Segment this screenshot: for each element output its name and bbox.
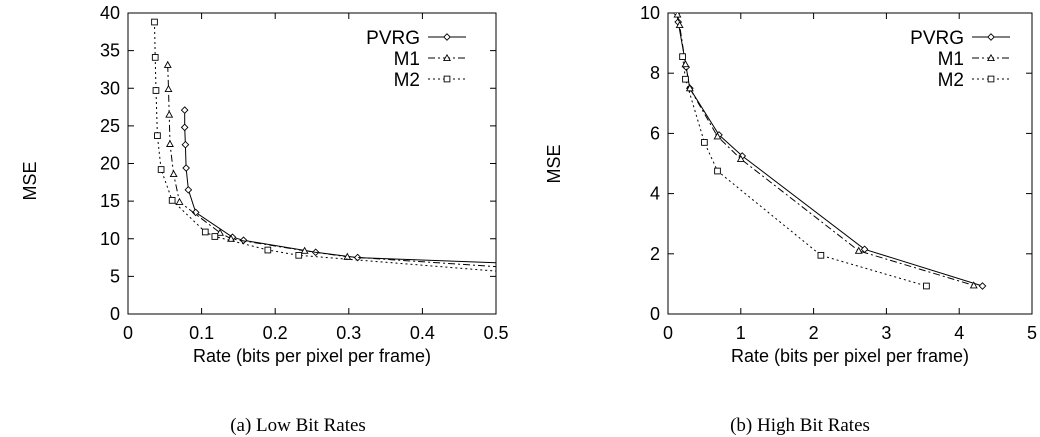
- plot-area: [151, 18, 496, 272]
- series-line-m1: [677, 14, 974, 286]
- legend-marker-m2: [443, 75, 451, 83]
- data-point-m1: [736, 154, 745, 162]
- data-point-m1: [300, 246, 309, 254]
- x-tick-label: 5: [1027, 323, 1037, 343]
- x-tick-label: 3: [881, 323, 891, 343]
- y-tick-label: 6: [650, 123, 660, 143]
- data-point-m1: [216, 228, 224, 236]
- y-axis-label: MSE: [544, 144, 564, 183]
- data-point-m2: [154, 132, 161, 139]
- data-point-m1: [163, 60, 172, 68]
- legend-label-m1: M1: [938, 49, 964, 70]
- data-point-m2: [682, 75, 689, 83]
- y-tick-label: 8: [650, 63, 660, 83]
- y-tick-label: 10: [100, 229, 120, 249]
- data-point-m2: [157, 166, 165, 173]
- data-point-pvrg: [191, 208, 200, 217]
- chart-low-bit-rates: 0 0.1 0.2 0.3 0.4 0.5 0 5 10 15 20 25 30 35 40 Rate (bi…: [20, 3, 509, 436]
- x-tick-label: 1: [736, 323, 746, 343]
- data-point-m2: [152, 87, 160, 94]
- y-tick-label: 5: [110, 266, 120, 286]
- chart-high-bit-rates: 0 1 2 3 4 5 0 2 4 6 8 10 Rate (bits per pixel per fr…: [544, 3, 1037, 436]
- legend-label-m2: M2: [938, 70, 964, 91]
- data-point-m1: [673, 13, 682, 18]
- data-point-m1: [175, 197, 184, 205]
- data-point-m2: [817, 251, 825, 259]
- legend-marker-m1: [987, 53, 995, 62]
- x-tick-label: 0.3: [336, 323, 361, 343]
- data-point-m2: [679, 53, 686, 60]
- x-tick-label: 0.1: [189, 323, 214, 343]
- figure-caption: (a) Low Bit Rates: [230, 415, 366, 436]
- data-point-m1: [164, 84, 173, 93]
- x-tick-label: 4: [954, 323, 964, 343]
- data-point-m2: [714, 167, 721, 175]
- x-tick-label: 0.2: [263, 323, 288, 343]
- data-point-m2: [701, 139, 708, 146]
- series-line-pvrg: [676, 13, 983, 287]
- data-point-m2: [264, 246, 272, 254]
- x-axis-label: Rate (bits per pixel per frame): [193, 346, 431, 366]
- data-point-m1: [681, 60, 690, 68]
- y-tick-label: 0: [110, 304, 120, 324]
- data-point-m1: [165, 110, 174, 118]
- data-point-m2: [211, 233, 219, 240]
- x-axis-label: Rate (bits per pixel per frame): [731, 346, 969, 366]
- legend-label-pvrg: PVRG: [366, 28, 420, 49]
- legend-marker-m1: [443, 53, 451, 62]
- y-tick-label: 2: [650, 244, 660, 264]
- x-tick-label: 0: [663, 323, 673, 343]
- data-point-m2: [151, 54, 159, 61]
- x-tick-label: 2: [809, 323, 819, 343]
- y-axis-label: MSE: [20, 161, 40, 200]
- series-line-m2: [682, 56, 927, 287]
- legend-label-pvrg: PVRG: [910, 28, 964, 49]
- data-point-m2: [295, 251, 303, 259]
- data-point-m1: [675, 20, 684, 29]
- y-tick-label: 20: [100, 154, 120, 174]
- y-tick-label: 30: [100, 78, 120, 98]
- data-point-pvrg: [180, 106, 189, 114]
- y-tick-label: 4: [650, 184, 660, 204]
- legend-marker-m2: [987, 75, 995, 83]
- data-point-pvrg: [181, 140, 190, 149]
- y-tick-label: 10: [640, 3, 660, 23]
- y-tick-label: 40: [100, 3, 120, 23]
- figure-caption: (b) High Bit Rates: [730, 415, 870, 436]
- data-point-pvrg: [180, 123, 189, 132]
- data-point-pvrg: [978, 282, 987, 290]
- plot-frame: [667, 12, 1033, 315]
- legend-marker-pvrg: [987, 33, 995, 41]
- data-point-m2: [923, 282, 930, 290]
- data-point-pvrg: [182, 164, 190, 172]
- data-point-m2: [168, 197, 176, 204]
- plot-area: [672, 13, 987, 290]
- data-point-m2: [201, 228, 209, 236]
- data-point-m2: [151, 18, 158, 26]
- data-point-pvrg: [353, 253, 362, 262]
- data-point-m1: [169, 169, 178, 178]
- x-tick-label: 0.5: [483, 323, 508, 343]
- data-point-m1: [969, 281, 978, 289]
- data-point-m1: [713, 132, 722, 140]
- data-point-m1: [165, 139, 174, 147]
- legend-label-m2: M2: [394, 70, 420, 91]
- data-point-m1: [854, 246, 863, 254]
- y-tick-label: 25: [100, 116, 120, 136]
- plot-frame: [127, 12, 497, 315]
- legend-marker-pvrg: [443, 33, 451, 41]
- y-tick-label: 15: [100, 191, 120, 211]
- y-tick-label: 35: [100, 41, 120, 61]
- legend-label-m1: M1: [394, 49, 420, 70]
- x-tick-label: 0: [123, 323, 133, 343]
- y-tick-label: 0: [650, 304, 660, 324]
- x-tick-label: 0.4: [410, 323, 435, 343]
- data-point-pvrg: [184, 186, 193, 194]
